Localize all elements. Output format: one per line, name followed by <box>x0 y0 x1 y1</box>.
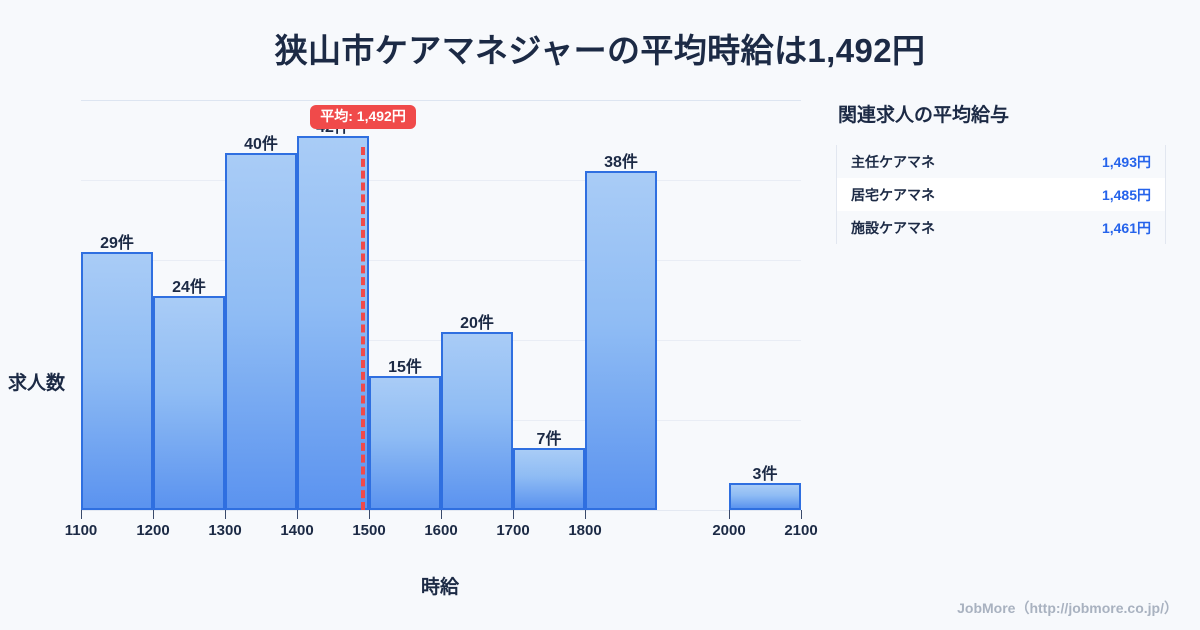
x-axis-tick <box>225 510 226 519</box>
bar-value-label: 29件 <box>100 234 134 252</box>
bar-value-label: 7件 <box>536 430 562 448</box>
x-axis-tick-label: 2100 <box>784 522 818 539</box>
x-axis-tick <box>801 510 802 519</box>
x-axis-tick <box>153 510 154 519</box>
job-name-cell: 主任ケアマネ <box>836 145 1001 178</box>
histogram-bar <box>441 331 513 510</box>
histogram-bar <box>585 171 657 510</box>
x-axis-tick-label: 1500 <box>352 522 386 539</box>
footer-watermark: JobMore（http://jobmore.co.jp/） <box>957 600 1178 616</box>
x-axis-tick-label: 1300 <box>208 522 242 539</box>
average-reference-line <box>361 147 366 510</box>
salary-table: 主任ケアマネ 1,493円 居宅ケアマネ 1,485円 施設ケアマネ 1,461円 <box>836 145 1166 244</box>
x-axis-tick-label: 1200 <box>136 522 170 539</box>
x-axis-tick-label: 1700 <box>496 522 530 539</box>
average-badge: 平均: 1,492円 <box>310 105 416 130</box>
x-axis-tick-label: 1400 <box>280 522 314 539</box>
table-row: 施設ケアマネ 1,461円 <box>836 211 1166 244</box>
bar-value-label: 24件 <box>172 279 206 297</box>
x-axis-tick <box>441 510 442 519</box>
related-salary-panel: 関連求人の平均給与 主任ケアマネ 1,493円 居宅ケアマネ 1,485円 施設ケアマネ… <box>836 100 1176 244</box>
job-wage-cell: 1,493円 <box>1001 145 1166 178</box>
bar-value-label: 15件 <box>388 359 422 377</box>
gridline <box>81 100 801 101</box>
bar-value-label: 40件 <box>244 136 278 154</box>
x-axis-tick <box>729 510 730 519</box>
table-row: 主任ケアマネ 1,493円 <box>836 145 1166 178</box>
job-name-cell: 居宅ケアマネ <box>836 178 1001 211</box>
histogram-bar <box>225 153 297 510</box>
x-axis-tick <box>81 510 82 519</box>
table-row: 居宅ケアマネ 1,485円 <box>836 178 1166 211</box>
histogram-bar <box>729 483 801 510</box>
histogram-bar <box>81 251 153 510</box>
page-title: 狭山市ケアマネジャーの平均時給は1,492円 <box>274 32 926 69</box>
histogram-bar <box>369 376 441 510</box>
salary-table-body: 主任ケアマネ 1,493円 居宅ケアマネ 1,485円 施設ケアマネ 1,461円 <box>836 145 1166 244</box>
x-axis-title: 時給 <box>420 577 459 598</box>
gridline <box>81 180 801 181</box>
x-axis-tick <box>513 510 514 519</box>
histogram-bar <box>153 296 225 510</box>
job-wage-cell: 1,461円 <box>1001 211 1166 244</box>
x-axis-tick-label: 1800 <box>568 522 602 539</box>
histogram-bar <box>513 447 585 510</box>
bar-value-label: 38件 <box>604 154 638 172</box>
side-panel-title: 関連求人の平均給与 <box>838 105 1010 126</box>
gridline <box>81 260 801 261</box>
histogram-chart: 29件24件40件42件15件20件7件38件3件 11001200130014… <box>0 90 820 590</box>
x-axis-tick-label: 1100 <box>64 522 98 539</box>
y-axis-title: 求人数 <box>8 373 66 394</box>
bar-value-label: 20件 <box>460 314 494 332</box>
job-wage-cell: 1,485円 <box>1001 178 1166 211</box>
x-axis-tick-label: 2000 <box>712 522 746 539</box>
job-name-cell: 施設ケアマネ <box>836 211 1001 244</box>
bar-value-label: 3件 <box>752 466 778 484</box>
plot-area: 29件24件40件42件15件20件7件38件3件 11001200130014… <box>65 100 818 539</box>
histogram-bar <box>297 135 369 510</box>
x-axis-tick-label: 1600 <box>424 522 458 539</box>
x-axis-tick <box>369 510 370 519</box>
x-axis-tick <box>585 510 586 519</box>
x-axis-tick <box>297 510 298 519</box>
